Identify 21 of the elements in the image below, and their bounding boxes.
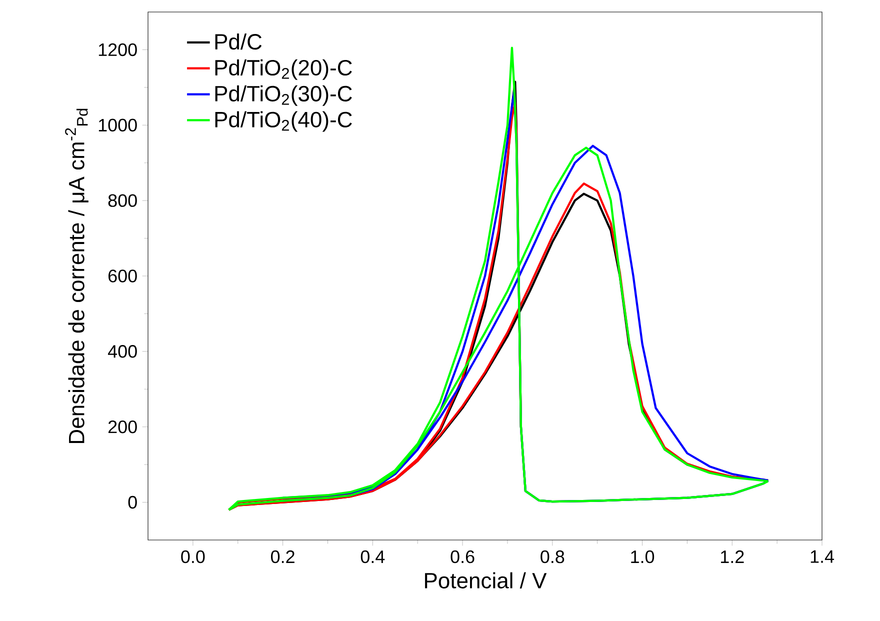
x-tick-label: 1.0 — [631, 550, 654, 564]
x-tick-label: 0.2 — [271, 550, 294, 564]
x-tick-label: 0.8 — [540, 550, 564, 564]
x-tick-label: 0.6 — [450, 550, 474, 564]
y-tick-label: 600 — [108, 270, 137, 282]
y-axis-title: Densidade de corrente / μA cm$^{-2}$Pd — [65, 108, 88, 443]
y-tick-label: 200 — [108, 420, 137, 434]
legend-label: Pd/TiO$_{2}$(30)-C — [215, 85, 352, 106]
x-tick-label: 1.2 — [721, 550, 744, 563]
legend-label: Pd/TiO$_{2}$(20)-C — [215, 59, 352, 80]
x-tick-label: 1.4 — [810, 550, 834, 563]
y-tick-label: 1000 — [98, 118, 137, 132]
legend-label: Pd/TiO$_{2}$(40)-C — [215, 111, 352, 132]
y-tick-label: 800 — [108, 194, 137, 207]
x-tick-label: 0.4 — [360, 550, 385, 564]
y-tick-label: 0 — [128, 496, 137, 509]
x-tick-label: 0.0 — [181, 550, 205, 564]
y-tick-label: 400 — [108, 345, 137, 358]
x-axis-title: Potencial / V — [425, 572, 547, 588]
legend-label: Pd/C — [215, 33, 262, 50]
y-tick-label: 1200 — [98, 43, 137, 56]
